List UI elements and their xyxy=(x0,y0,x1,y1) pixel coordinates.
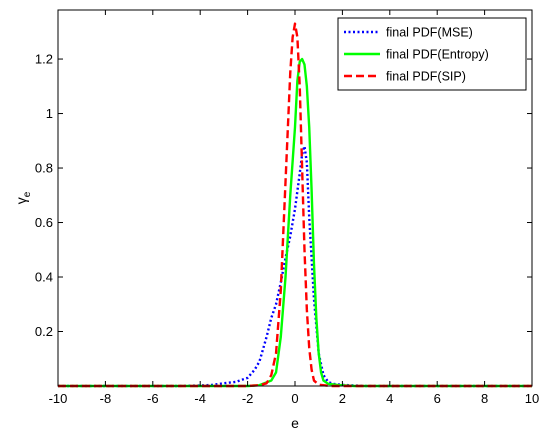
y-tick-label: 0.2 xyxy=(35,324,53,339)
legend-label-0: final PDF(MSE) xyxy=(386,26,473,40)
x-tick-label: 6 xyxy=(434,391,441,406)
y-tick-label: 0.8 xyxy=(35,161,53,176)
series-line-1 xyxy=(58,57,532,388)
x-tick-label: -6 xyxy=(147,391,159,406)
y-tick-label: 0.6 xyxy=(35,215,53,230)
x-tick-label: 8 xyxy=(481,391,488,406)
x-tick-label: 10 xyxy=(525,391,539,406)
x-tick-label: 0 xyxy=(291,391,298,406)
x-tick-label: 4 xyxy=(386,391,393,406)
legend-box xyxy=(337,17,527,91)
y-axis-label-subscript: e xyxy=(22,191,33,197)
x-tick-label: -4 xyxy=(194,391,206,406)
y-tick-label: 1 xyxy=(46,106,53,121)
y-tick-label: 1.2 xyxy=(35,52,53,67)
x-axis-label: e xyxy=(291,415,299,431)
legend-label-1: final PDF(Entropy) xyxy=(386,48,489,62)
y-tick-label: 0.4 xyxy=(35,270,53,285)
legend-label-2: final PDF(SIP) xyxy=(386,70,466,84)
x-tick-label: 2 xyxy=(339,391,346,406)
y-axis-label-main: γ xyxy=(13,197,29,204)
series-line-0 xyxy=(58,145,532,388)
x-tick-label: -10 xyxy=(49,391,68,406)
x-tick-label: -2 xyxy=(242,391,254,406)
legend: final PDF(MSE) final PDF(Entropy) final PD… xyxy=(337,17,527,91)
series-line-2 xyxy=(58,22,532,388)
x-tick-label: -8 xyxy=(100,391,112,406)
y-axis-label: γe xyxy=(13,191,33,204)
